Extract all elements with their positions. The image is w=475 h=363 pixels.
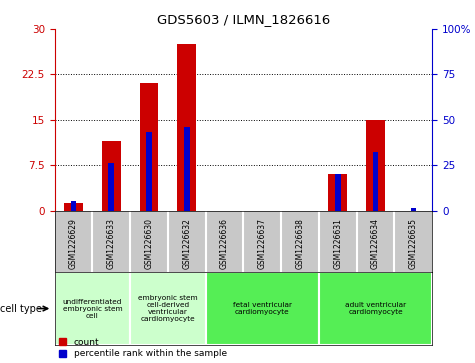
Bar [140, 83, 159, 211]
Bar [328, 174, 347, 211]
Text: GSM1226631: GSM1226631 [333, 218, 342, 269]
Bar [410, 208, 416, 211]
Bar [71, 201, 76, 211]
Legend: count, percentile rank within the sample: count, percentile rank within the sample [59, 338, 227, 359]
Text: GSM1226637: GSM1226637 [258, 218, 267, 269]
Title: GDS5603 / ILMN_1826616: GDS5603 / ILMN_1826616 [157, 13, 330, 26]
Bar [146, 132, 152, 211]
Text: GSM1226633: GSM1226633 [107, 218, 116, 269]
Bar [373, 152, 379, 211]
Text: GSM1226635: GSM1226635 [409, 218, 418, 269]
Text: GSM1226638: GSM1226638 [295, 218, 304, 269]
Text: GSM1226632: GSM1226632 [182, 218, 191, 269]
Text: GSM1226634: GSM1226634 [371, 218, 380, 269]
Bar [55, 272, 130, 345]
Bar [206, 272, 319, 345]
Bar [184, 127, 190, 211]
Text: GSM1226636: GSM1226636 [220, 218, 229, 269]
Bar [335, 174, 341, 211]
Bar [177, 44, 196, 211]
Text: adult ventricular
cardiomyocyte: adult ventricular cardiomyocyte [345, 302, 406, 315]
Bar [108, 163, 114, 211]
Text: GSM1226630: GSM1226630 [144, 218, 153, 269]
Bar [102, 141, 121, 211]
Text: GSM1226629: GSM1226629 [69, 218, 78, 269]
Text: undifferentiated
embryonic stem
cell: undifferentiated embryonic stem cell [63, 298, 122, 319]
Bar [64, 203, 83, 211]
Bar [130, 272, 206, 345]
Bar [319, 272, 432, 345]
Text: cell type: cell type [0, 303, 42, 314]
Text: fetal ventricular
cardiomyocyte: fetal ventricular cardiomyocyte [233, 302, 292, 315]
Bar [366, 120, 385, 211]
Text: embryonic stem
cell-derived
ventricular
cardiomyocyte: embryonic stem cell-derived ventricular … [138, 295, 198, 322]
